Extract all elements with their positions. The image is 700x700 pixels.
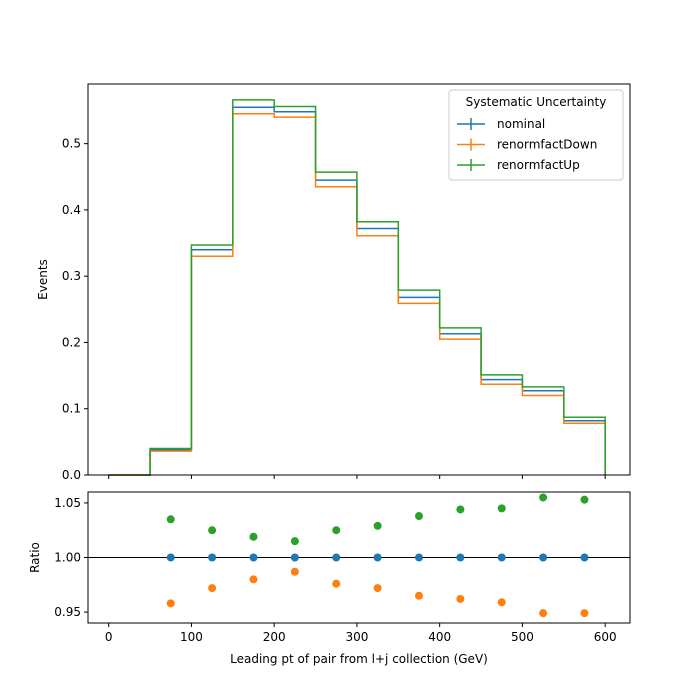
- ratio-y-ticks: 0.95 1.00 1.05: [54, 496, 88, 619]
- y-tick-label: 0.4: [62, 203, 81, 217]
- ratio-point-renormfactUp: [456, 505, 465, 514]
- ratio-point-nominal: [166, 553, 175, 562]
- ratio-point-nominal: [580, 553, 589, 562]
- x-tick-label: 400: [428, 630, 451, 644]
- y-axis-label: Events: [36, 259, 50, 300]
- ratio-panel: 0 100 200 300 400 500 600 0.95 1.00 1.05 Ratio L…: [28, 491, 631, 666]
- x-tick-label: 300: [345, 630, 368, 644]
- ratio-point-renormfactDown: [580, 609, 589, 618]
- legend-entry-nominal: nominal: [457, 117, 545, 131]
- ratio-point-renormfactDown: [373, 584, 382, 593]
- legend-label-renormfactDown: renormfactDown: [497, 138, 597, 152]
- ratio-point-renormfactDown: [290, 567, 299, 576]
- y-tick-label: 0.3: [62, 269, 81, 283]
- y-tick-label: 0.1: [62, 402, 81, 416]
- ratio-point-renormfactDown: [456, 594, 465, 603]
- ratio-point-renormfactDown: [166, 599, 175, 608]
- ratio-x-ticks: 0 100 200 300 400 500 600: [105, 623, 617, 644]
- ratio-point-nominal: [456, 553, 465, 562]
- x-tick-label: 0: [105, 630, 113, 644]
- legend-label-nominal: nominal: [497, 117, 545, 131]
- ratio-point-renormfactUp: [580, 495, 589, 504]
- legend-entries: nominal renormfactDown renormfactUp: [457, 117, 597, 172]
- y-tick-label: 0.0: [62, 468, 81, 482]
- main-y-ticks: 0.0 0.1 0.2 0.3 0.4 0.5: [62, 137, 88, 482]
- ratio-y-tick-label: 1.00: [54, 551, 81, 565]
- x-tick-label: 100: [180, 630, 203, 644]
- ratio-point-renormfactDown: [208, 584, 217, 593]
- ratio-point-renormfactDown: [414, 591, 423, 600]
- x-tick-label: 600: [594, 630, 617, 644]
- series-renormfactUp-step: [108, 99, 606, 476]
- ratio-point-renormfactUp: [208, 526, 217, 535]
- ratio-point-nominal: [539, 553, 548, 562]
- ratio-point-renormfactUp: [373, 521, 382, 530]
- ratio-point-nominal: [497, 553, 506, 562]
- ratio-point-nominal: [290, 553, 299, 562]
- ratio-point-renormfactUp: [290, 537, 299, 546]
- y-tick-label: 0.5: [62, 137, 81, 151]
- legend-entry-renormfactUp: renormfactUp: [457, 158, 580, 172]
- main-series-group: [108, 99, 606, 476]
- ratio-y-tick-label: 1.05: [54, 496, 81, 510]
- ratio-y-tick-label: 0.95: [54, 605, 81, 619]
- legend-title: Systematic Uncertainty: [466, 95, 607, 109]
- ratio-point-nominal: [373, 553, 382, 562]
- legend: Systematic Uncertainty nominal renormfact…: [448, 89, 624, 181]
- ratio-point-renormfactDown: [249, 575, 258, 584]
- ratio-point-nominal: [208, 553, 217, 562]
- ratio-plot-frame: [87, 491, 631, 624]
- x-tick-label: 500: [511, 630, 534, 644]
- main-plot-frame: [87, 83, 631, 476]
- ratio-point-renormfactUp: [414, 512, 423, 521]
- legend-entry-renormfactDown: renormfactDown: [457, 138, 597, 152]
- ratio-point-renormfactUp: [497, 504, 506, 513]
- ratio-points-group: [166, 493, 589, 618]
- ratio-point-renormfactDown: [332, 579, 341, 588]
- ratio-point-renormfactDown: [497, 598, 506, 607]
- main-panel: 0.0 0.1 0.2 0.3 0.4 0.5 Events Systematic Unc…: [36, 83, 631, 482]
- ratio-point-nominal: [332, 553, 341, 562]
- ratio-point-renormfactUp: [332, 526, 341, 535]
- x-axis-label: Leading pt of pair from l+j collection (…: [230, 652, 488, 666]
- ratio-y-axis-label: Ratio: [28, 542, 42, 573]
- ratio-point-renormfactDown: [539, 609, 548, 618]
- legend-label-renormfactUp: renormfactUp: [497, 158, 580, 172]
- ratio-point-renormfactUp: [166, 515, 175, 524]
- ratio-point-nominal: [249, 553, 258, 562]
- main-x-ticks: [108, 475, 606, 479]
- ratio-point-renormfactUp: [249, 532, 258, 541]
- ratio-point-renormfactUp: [539, 493, 548, 502]
- y-tick-label: 0.2: [62, 335, 81, 349]
- x-tick-label: 200: [263, 630, 286, 644]
- ratio-point-nominal: [414, 553, 423, 562]
- legend-box: [448, 89, 624, 181]
